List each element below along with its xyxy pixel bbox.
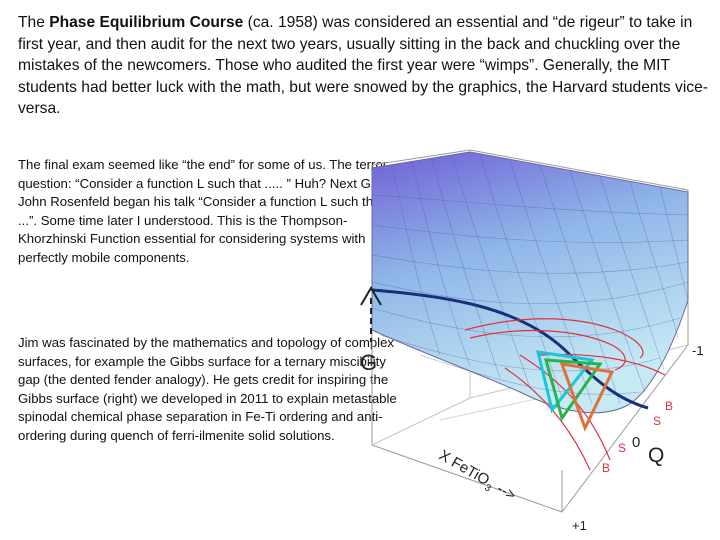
final-exam-paragraph: The final exam seemed like “the end” for… [18,157,396,265]
tie-triangles [536,350,615,432]
label-b-upper: B [665,399,673,413]
spinodal-curve [371,288,649,410]
axis-label-x: X FeTiO [436,447,492,489]
intro-text-rest: (ca. 1958) was considered an essential a… [18,14,708,117]
triangle-green [543,358,603,422]
label-b-lower: B [602,461,610,475]
tick-label-plus1: +1 [572,518,587,533]
label-s-lower: S [618,441,626,455]
axis-label-x-subscript: 3 [482,482,493,495]
svg-text:X FeTiO3-->: X FeTiO3--> [435,447,519,507]
course-name: Phase Equilibrium Course [49,14,244,31]
triangle-cyan [536,350,595,414]
gibbs-surface-figure: G X FeTiO3--> Q -1 0 +1 B S S B [360,149,704,533]
axis-label-x-arrow: --> [494,480,519,504]
triangle-orange [559,362,615,432]
intro-paragraph: The Phase Equilibrium Course (ca. 1958) … [18,12,708,120]
g-axis: G [360,286,382,375]
tick-label-0: 0 [632,434,640,451]
axis-label-g: G [360,350,377,375]
gibbs-surface-paragraph: Jim was fascinated by the mathematics an… [18,335,397,443]
intro-text-start: The [18,14,50,31]
x-axis-label: X FeTiO3--> [435,447,519,507]
axis-label-q: Q [648,444,664,467]
tick-label-minus1: -1 [692,343,704,358]
label-s-upper: S [653,414,661,428]
